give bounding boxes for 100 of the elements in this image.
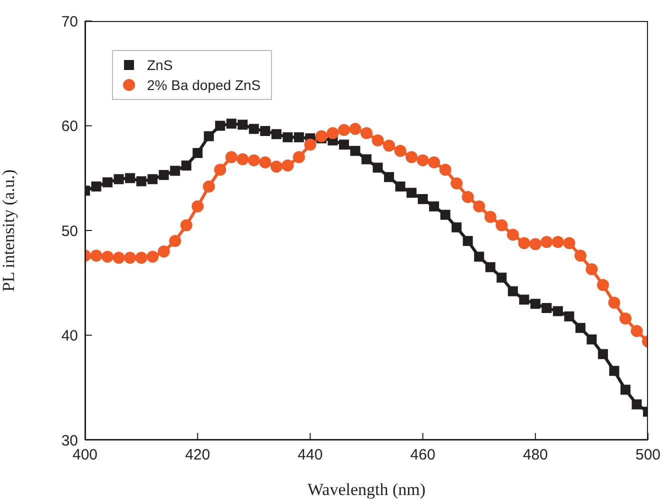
point	[630, 325, 643, 338]
point	[619, 312, 632, 324]
y-tick-label: 70	[61, 13, 78, 30]
point	[270, 160, 282, 173]
point	[170, 166, 180, 176]
point	[574, 250, 586, 262]
point	[91, 182, 102, 192]
point	[575, 322, 586, 333]
point	[192, 148, 203, 158]
point	[326, 127, 339, 140]
point	[226, 118, 236, 129]
point	[440, 210, 450, 220]
point	[518, 237, 530, 250]
point	[362, 154, 372, 164]
point	[450, 177, 463, 190]
point	[439, 164, 452, 176]
point	[135, 252, 148, 264]
point	[294, 132, 304, 142]
point	[304, 138, 316, 151]
point	[102, 177, 113, 188]
point	[542, 303, 552, 314]
point	[529, 238, 542, 250]
x-tick-label: 440	[298, 446, 323, 464]
point	[338, 140, 349, 150]
point	[238, 120, 248, 130]
point	[180, 219, 192, 232]
point	[406, 188, 417, 198]
point	[102, 250, 114, 263]
point	[519, 294, 530, 305]
point	[248, 154, 260, 166]
point	[540, 236, 553, 248]
point	[350, 146, 360, 156]
point	[259, 156, 272, 168]
legend-label: 2% Ba doped ZnS	[147, 76, 261, 95]
point	[372, 162, 383, 173]
point	[260, 126, 270, 136]
point	[169, 234, 182, 247]
point	[315, 130, 328, 142]
point	[508, 286, 518, 296]
point	[292, 151, 305, 164]
point	[124, 252, 136, 264]
point	[496, 219, 508, 232]
x-tick-label: 460	[410, 446, 436, 464]
point	[428, 156, 440, 168]
point	[282, 160, 294, 172]
legend-label: ZnS	[147, 56, 173, 75]
point	[215, 120, 226, 131]
point	[506, 228, 519, 241]
point	[416, 154, 429, 166]
point	[394, 144, 406, 157]
y-axis-title: PL intensity (a.u.)	[0, 169, 18, 292]
point	[632, 399, 642, 410]
point	[620, 384, 630, 395]
point	[148, 174, 158, 184]
point	[248, 124, 259, 134]
point	[181, 160, 192, 171]
point	[338, 124, 350, 136]
point	[236, 153, 249, 166]
point	[406, 151, 418, 164]
x-tick-label: 480	[522, 446, 548, 464]
point	[530, 298, 540, 309]
point	[158, 245, 170, 258]
point	[360, 127, 372, 140]
point	[383, 140, 396, 152]
y-tick-label: 60	[61, 118, 78, 136]
point	[114, 174, 124, 184]
point	[214, 164, 226, 176]
x-tick-label: 400	[72, 446, 98, 464]
point	[608, 296, 620, 309]
point	[598, 349, 608, 360]
point	[473, 200, 486, 212]
x-axis-title: Wavelength (nm)	[307, 480, 426, 499]
point	[90, 250, 102, 262]
point	[564, 311, 574, 322]
point	[349, 122, 362, 135]
point	[452, 222, 462, 232]
point	[563, 237, 576, 250]
y-tick-label: 50	[61, 222, 78, 240]
point	[271, 129, 282, 140]
point	[125, 173, 136, 184]
point	[596, 278, 609, 291]
point	[586, 263, 598, 276]
point	[552, 236, 564, 248]
point	[282, 132, 293, 142]
point	[384, 172, 394, 182]
point	[395, 182, 406, 192]
point	[204, 131, 214, 142]
point	[136, 176, 146, 186]
x-tick-label: 420	[185, 446, 210, 464]
point	[586, 334, 597, 344]
point	[484, 210, 496, 223]
point	[202, 180, 215, 193]
point	[496, 272, 507, 283]
point	[112, 252, 125, 264]
y-tick-label: 30	[61, 432, 78, 450]
y-tick-label: 40	[61, 328, 78, 345]
point	[158, 170, 169, 180]
point	[372, 134, 384, 146]
point	[485, 262, 496, 272]
point	[225, 151, 238, 164]
